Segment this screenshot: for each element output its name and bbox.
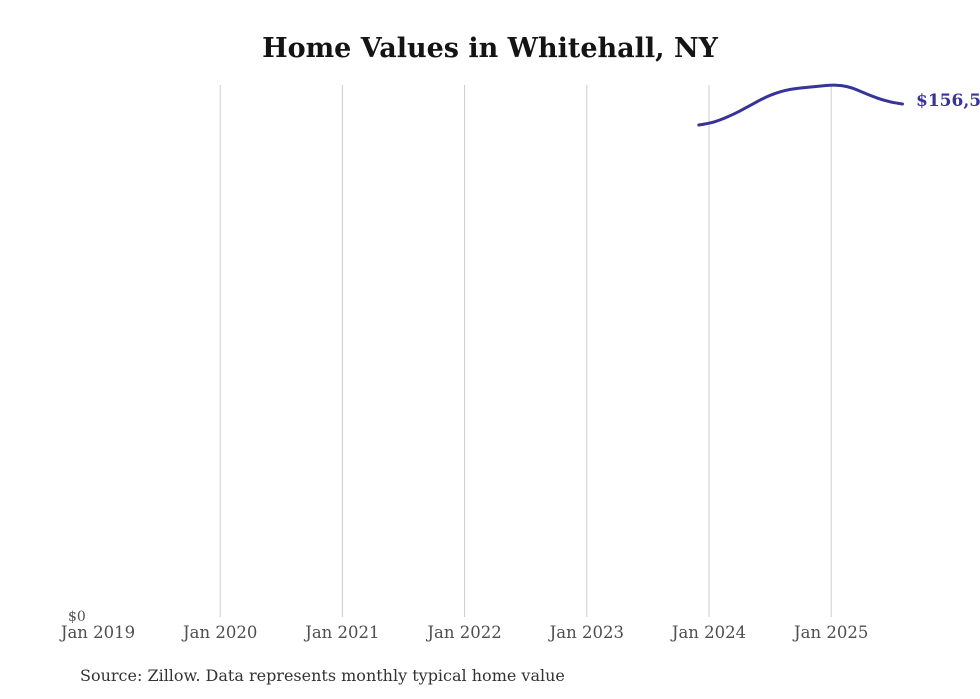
gridlines [219, 85, 832, 617]
x-tick-label-jan-2024: Jan 2024 [671, 623, 747, 642]
x-tick-label-jan-2025: Jan 2025 [794, 623, 869, 642]
x-tick-label-jan-2020: Jan 2020 [183, 623, 258, 642]
x-tick-label-jan-2021: Jan 2021 [305, 623, 380, 642]
latest-value-label: $156,57 [916, 91, 980, 111]
x-tick-label-jan-2022: Jan 2022 [427, 623, 502, 642]
source-note: Source: Zillow. Data represents monthly … [80, 666, 565, 685]
chart-title: Home Values in Whitehall, NY [262, 33, 718, 64]
x-tick-label-jan-2023: Jan 2023 [549, 623, 624, 642]
x-tick-label-jan-2019: Jan 2019 [60, 623, 136, 642]
home-value-line [697, 83, 904, 127]
y-zero-label: $0 [68, 609, 86, 625]
